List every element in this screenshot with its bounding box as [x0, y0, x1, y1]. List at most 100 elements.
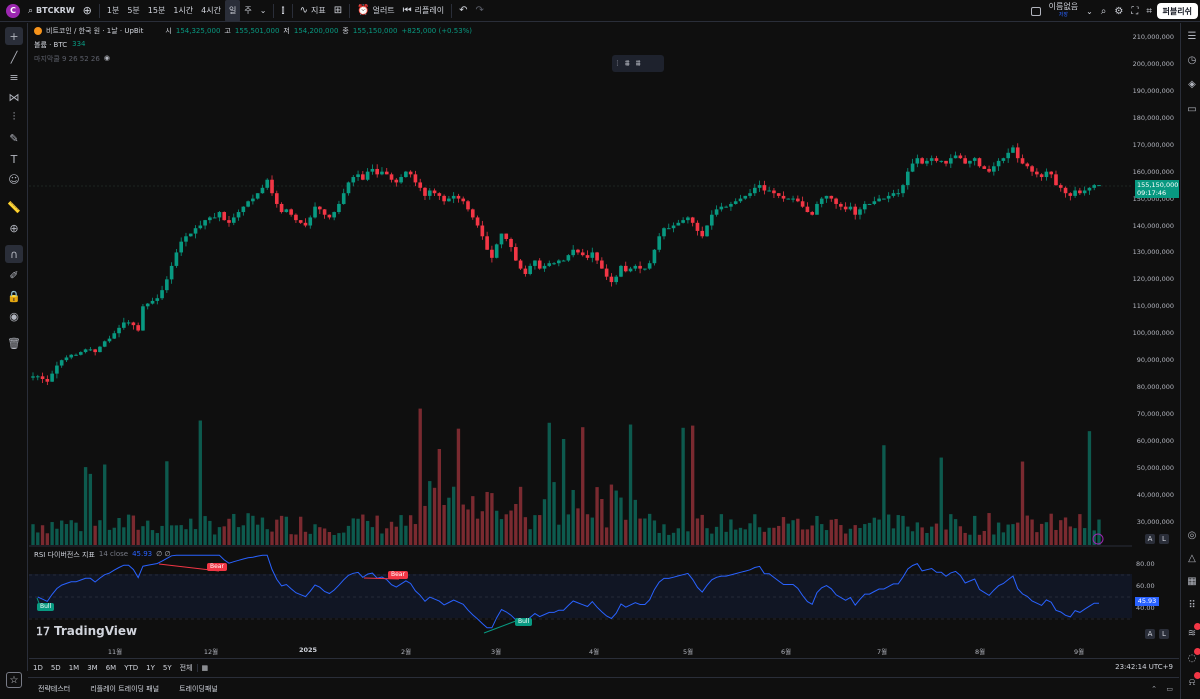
range-ytd[interactable]: YTD — [124, 663, 139, 672]
chat-bubble-icon[interactable]: ◌ — [1185, 648, 1200, 665]
redo-button[interactable]: ↷ — [472, 0, 488, 22]
notifications-bell-icon[interactable]: ⍾ — [1185, 672, 1200, 689]
chat-icon[interactable]: ▭ — [1187, 103, 1197, 115]
favorites-star-icon[interactable]: ☆ — [6, 672, 22, 688]
volume-bar — [738, 527, 743, 545]
publish-button[interactable]: 퍼블리쉬 — [1156, 3, 1198, 19]
time-axis-label: 12월 — [203, 648, 219, 656]
tab-replay-trading[interactable]: 리플레이 트레이딩 패널 — [90, 684, 160, 693]
text-icon[interactable]: T — [10, 152, 18, 166]
price-axis-label: 170,000,000 — [1132, 140, 1174, 149]
layout-name-button[interactable]: 이름없음 저장 — [1049, 3, 1078, 19]
collapse-panel-icon[interactable]: ⌃ — [1151, 684, 1157, 693]
date-range-calendar-icon[interactable]: ▦ — [196, 663, 213, 672]
rsi-auto-scale-button[interactable]: A — [1145, 629, 1155, 639]
interval-5m[interactable]: 5분 — [127, 6, 140, 15]
volume-bar — [1063, 517, 1068, 545]
undo-button[interactable]: ↶ — [455, 0, 471, 22]
ruler-icon[interactable]: 📏 — [7, 200, 21, 214]
interval-1w[interactable]: 주 — [244, 6, 252, 15]
calendar-icon[interactable]: ▦ — [1187, 575, 1197, 587]
interval-dropdown-button[interactable]: ⌄ — [256, 0, 271, 22]
trash-icon[interactable]: 🗑 — [7, 336, 21, 350]
price-axis[interactable]: 210,000,000 200,000,000 190,000,000 180,000… — [1132, 23, 1179, 646]
clock[interactable]: 23:42:14 UTC+9 — [1115, 663, 1173, 671]
user-avatar[interactable]: C — [6, 3, 20, 18]
interval-15m[interactable]: 15분 — [147, 6, 166, 15]
candle-body — [88, 349, 93, 351]
chevron-down-icon[interactable]: ⌄ — [1086, 6, 1093, 16]
zoom-in-icon[interactable]: ⊕ — [9, 221, 19, 235]
volume-bar — [619, 497, 623, 545]
object-tree-icon[interactable]: ⩩ — [624, 58, 630, 69]
alert-button[interactable]: ⏰ 얼러트 — [353, 0, 399, 22]
drag-handle-icon[interactable]: ⁞ — [616, 58, 619, 69]
interval-1h[interactable]: 1시간 — [173, 6, 194, 15]
indicators-button[interactable]: ∿ 지표 — [296, 0, 330, 22]
brush-icon[interactable]: ✎ — [9, 131, 19, 145]
interval-4h[interactable]: 4시간 — [201, 6, 221, 15]
lock-icon[interactable]: 🔒 — [7, 289, 21, 303]
volume-bar — [700, 514, 704, 545]
stream-icon[interactable]: ≋ — [1185, 623, 1200, 640]
tv-logo-text: TradingView — [54, 624, 138, 638]
alerts-clock-icon[interactable]: ◷ — [1187, 54, 1197, 66]
stay-drawing-icon[interactable]: ✐ — [9, 268, 19, 282]
range-5d[interactable]: 5D — [50, 663, 61, 672]
range-all[interactable]: 전체 — [179, 663, 193, 672]
divider — [273, 3, 275, 18]
candle-body — [1006, 152, 1010, 159]
range-1m[interactable]: 1M — [68, 663, 80, 672]
range-1d[interactable]: 1D — [33, 663, 43, 672]
volume-bar — [791, 520, 795, 545]
price-chart[interactable] — [29, 23, 1132, 646]
interval-1m[interactable]: 1분 — [106, 6, 120, 15]
volume-bar — [509, 510, 513, 545]
data-window-icon[interactable]: ⩩ — [635, 58, 641, 69]
apps-grid-icon[interactable]: ⠿ — [1188, 599, 1196, 611]
eye-icon[interactable]: ◉ — [103, 54, 110, 62]
emoji-icon[interactable]: ☺ — [8, 172, 20, 186]
auto-scale-button[interactable]: A — [1145, 534, 1155, 544]
layout-icon[interactable] — [1030, 6, 1041, 16]
watchlist-icon[interactable]: ☰ — [1187, 30, 1197, 42]
magnet-icon[interactable]: ∩ — [5, 245, 23, 263]
settings-gear-icon[interactable]: ⚙ — [1114, 5, 1124, 17]
layers-icon[interactable]: ◈ — [1188, 78, 1196, 90]
target-icon[interactable]: ◎ — [1187, 529, 1197, 541]
volume-bar — [729, 519, 733, 545]
rsi-title[interactable]: RSI 다이버전스 지표 — [34, 551, 95, 559]
range-6m[interactable]: 6M — [105, 663, 117, 672]
fullscreen-icon[interactable]: ⛶ — [1131, 5, 1139, 17]
range-5y[interactable]: 5Y — [162, 663, 172, 672]
range-3m[interactable]: 3M — [87, 663, 98, 672]
quick-search-icon[interactable]: ⌕ — [1100, 5, 1107, 17]
chart-type-button[interactable]: ⫾ — [277, 0, 288, 22]
candle-body — [98, 346, 102, 353]
rsi-log-scale-button[interactable]: L — [1159, 629, 1169, 639]
tab-strategy-tester[interactable]: 전략테스터 — [38, 684, 71, 693]
replay-button[interactable]: ⏮ 리플레이 — [399, 0, 448, 22]
symbol-search-button[interactable]: ⌕ BTCKRW — [24, 0, 79, 22]
log-scale-button[interactable]: L — [1159, 534, 1169, 544]
crosshair-icon[interactable]: + — [5, 27, 23, 45]
candle-body — [1049, 171, 1054, 175]
time-axis[interactable]: 11월 12월 2025 2월 3월 4월 5월 6월 7월 8월 9월 — [29, 646, 1132, 658]
camera-icon[interactable]: ⌗ — [1146, 5, 1152, 17]
tab-trading-panel[interactable]: 트레이딩패널 — [179, 684, 218, 693]
pattern-icon[interactable]: ⋈ — [8, 90, 20, 104]
trendline-icon[interactable]: ╱ — [10, 50, 18, 64]
ideas-icon[interactable]: △ — [1188, 552, 1196, 564]
templates-button[interactable]: ⊞ — [330, 0, 346, 22]
interval-1d[interactable]: 일 — [224, 0, 241, 22]
horizontal-lines-icon[interactable]: ≡ — [9, 70, 19, 84]
range-1y[interactable]: 1Y — [146, 663, 155, 672]
time-axis-label: 2025 — [298, 646, 318, 654]
add-symbol-button[interactable]: ⊕ — [79, 0, 96, 22]
maximize-panel-icon[interactable]: ▭ — [1166, 684, 1173, 693]
fib-icon[interactable]: ⫶ — [12, 110, 16, 123]
candle-body — [317, 206, 322, 210]
symbol-title[interactable]: 비트코인 / 한국 원 · 1날 · UpBit — [46, 27, 144, 35]
candle-body — [198, 225, 203, 229]
eye-icon[interactable]: ◉ — [9, 309, 19, 323]
